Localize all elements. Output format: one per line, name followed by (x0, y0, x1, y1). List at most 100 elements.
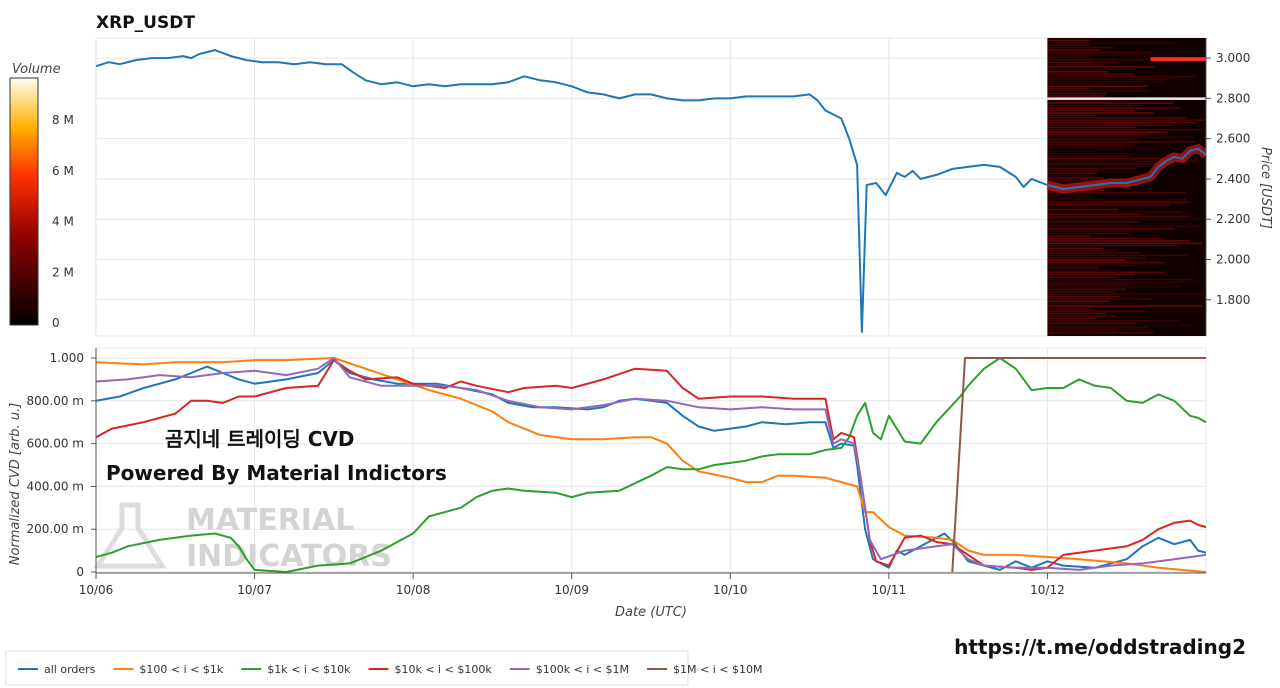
heatmap-band (1047, 283, 1129, 286)
series-line-100k-i-1m (96, 357, 1206, 571)
heatmap-band (1047, 327, 1148, 329)
heatmap-band (1047, 208, 1119, 211)
heatmap-band (1047, 228, 1175, 230)
legend-item-label: $100 < i < $1k (139, 663, 223, 676)
heatmap-band (1047, 92, 1108, 95)
heatmap-band (1047, 148, 1124, 150)
heatmap-band (1047, 252, 1140, 254)
price-tick-label: 2.800 (1216, 91, 1250, 105)
heatmap-band (1047, 249, 1116, 252)
heatmap-band (1047, 85, 1149, 88)
heatmap-band (1047, 211, 1182, 213)
series-line-1k-i-10k (96, 357, 1206, 573)
cvd-axis-ticks: 1.000 800.00 m 600.00 m 400.00 m 200.00 m 0 (27, 351, 96, 579)
price-tick-label: 2.200 (1216, 212, 1250, 226)
heatmap-band (1047, 54, 1176, 56)
heatmap-hot-band (1150, 57, 1206, 62)
heatmap-band (1047, 83, 1134, 85)
cvd-tick-label: 0 (76, 565, 84, 579)
heatmap-band (1047, 254, 1187, 257)
heatmap-band (1047, 172, 1098, 175)
heatmap-band (1047, 305, 1203, 307)
x-tick-label: 10/11 (872, 583, 907, 597)
heatmap-band (1047, 317, 1097, 320)
heatmap-band (1047, 90, 1150, 92)
heatmap-band (1047, 155, 1130, 158)
cvd-tick-label: 600.00 m (27, 437, 85, 451)
heatmap-band (1047, 230, 1134, 233)
price-tick-label: 1.800 (1216, 293, 1250, 307)
price-axis-ticks: 3.000 2.800 2.600 2.400 2.200 2.000 1.800 (1206, 51, 1250, 307)
series-line-price (96, 49, 1206, 333)
heatmap-band (1047, 114, 1097, 117)
legend-items: all orders $100 < i < $1k $1k < i < $10k $1… (18, 663, 762, 676)
watermark-line2: INDICATORS (186, 539, 392, 574)
heatmap-band (1047, 116, 1186, 119)
heatmap-band (1047, 281, 1198, 283)
x-tick-label: 10/06 (79, 583, 114, 597)
heatmap-band (1047, 322, 1136, 324)
series-line-all-orders (96, 359, 1206, 571)
x-tick-label: 10/09 (554, 583, 589, 597)
heatmap-band (1047, 121, 1196, 124)
heatmap-band (1047, 206, 1106, 208)
series-line-100-i-1k (96, 357, 1206, 573)
volume-tick-label: 6 M (52, 164, 74, 178)
volume-colorbar (9, 77, 39, 326)
x-axis-ticks: 10/06 10/07 10/08 10/09 10/10 10/11 10/12 (79, 573, 1065, 597)
heatmap-band (1047, 112, 1154, 114)
heatmap-band (1047, 232, 1130, 235)
heatmap-band (1047, 300, 1110, 303)
heatmap-band (1047, 109, 1134, 112)
heatmap-band (1047, 73, 1135, 76)
heatmap-band (1047, 220, 1140, 223)
price-axis-label: Price [USDT] (1258, 147, 1273, 229)
heatmap-wall-line (1047, 97, 1206, 100)
heatmap-band (1047, 235, 1090, 237)
heatmap-band (1047, 295, 1121, 298)
heatmap-band (1047, 264, 1137, 266)
heatmap-band (1047, 126, 1137, 129)
heatmap-band (1047, 244, 1179, 247)
watermark-line1: MATERIAL (186, 503, 354, 538)
heatmap-band (1047, 167, 1137, 170)
price-tick-label: 2.400 (1216, 172, 1250, 186)
legend-item-label: $100k < i < $1M (536, 663, 629, 676)
heatmap-band (1047, 143, 1132, 146)
heatmap-band (1047, 201, 1191, 204)
heatmap-band (1047, 66, 1155, 68)
cvd-tick-label: 800.00 m (27, 394, 85, 408)
heatmap-band (1047, 107, 1181, 109)
telegram-link[interactable]: https://t.me/oddstrading2 (954, 635, 1246, 659)
heatmap-band (1047, 247, 1103, 250)
cvd-tick-label: 200.00 m (27, 522, 85, 536)
heatmap-band (1047, 257, 1147, 259)
heatmap-band (1047, 203, 1171, 206)
heatmap-band (1047, 153, 1192, 155)
x-tick-label: 10/12 (1030, 583, 1065, 597)
heatmap-band (1047, 240, 1190, 242)
heatmap-band (1047, 124, 1171, 126)
heatmap-band (1047, 39, 1091, 42)
heatmap-band (1047, 104, 1140, 107)
heatmap-band (1047, 80, 1166, 83)
heatmap-band (1047, 158, 1164, 160)
x-tick-label: 10/07 (237, 583, 272, 597)
cvd-tick-label: 1.000 (50, 351, 84, 365)
heatmap-band (1047, 136, 1194, 138)
x-axis-label: Date (UTC) (615, 605, 687, 620)
heatmap-band (1047, 266, 1098, 269)
heatmap-band (1047, 223, 1130, 225)
price-series (96, 49, 1206, 333)
heatmap-band (1047, 286, 1179, 288)
heatmap-band (1047, 278, 1193, 281)
heatmap-band (1047, 329, 1117, 332)
heatmap-band (1047, 331, 1154, 334)
heatmap-band (1047, 61, 1117, 63)
heatmap-band (1047, 273, 1135, 276)
heatmap-band (1047, 49, 1100, 51)
legend-item-label: $1k < i < $10k (267, 663, 351, 676)
heatmap-band (1047, 160, 1198, 163)
watermark: MATERIAL INDICATORS (93, 502, 392, 574)
